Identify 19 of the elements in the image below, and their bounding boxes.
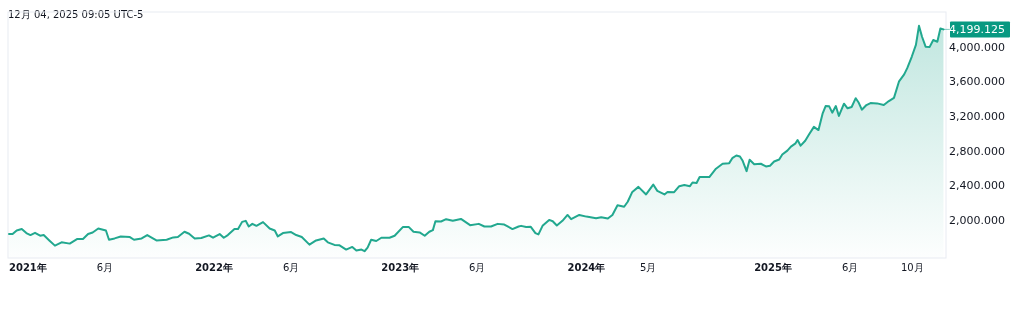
- x-tick-label: 2024年: [567, 262, 606, 273]
- x-tick-label: 2022年: [195, 262, 233, 273]
- x-tick-label: 5月: [639, 262, 657, 273]
- annotation: 4,199.125: [949, 23, 1005, 37]
- y-tick-label: 3,600.000: [949, 75, 1005, 89]
- y-tick-label: 2,800.000: [949, 144, 1005, 158]
- y-tick-label: 2,000.000: [949, 213, 1005, 227]
- x-tick-label: 6月: [282, 262, 300, 273]
- x-tick-label: 6月: [469, 262, 486, 273]
- x-tick-label: 6月: [96, 262, 114, 273]
- y-tick-label: 3,200.000: [949, 109, 1005, 123]
- x-tick-label: 10月: [900, 262, 924, 273]
- x-tick-label: 2025年: [754, 262, 793, 273]
- y-tick-label: 2,400.000: [949, 179, 1005, 193]
- chart-title: 12月 04, 2025 09:05 UTC-5: [8, 9, 144, 20]
- x-tick-label: 6月: [841, 262, 859, 273]
- y-tick-label: 4,000.000: [949, 40, 1005, 54]
- x-tick-label: 2021年: [8, 262, 47, 273]
- x-tick-label: 2023年: [381, 262, 420, 273]
